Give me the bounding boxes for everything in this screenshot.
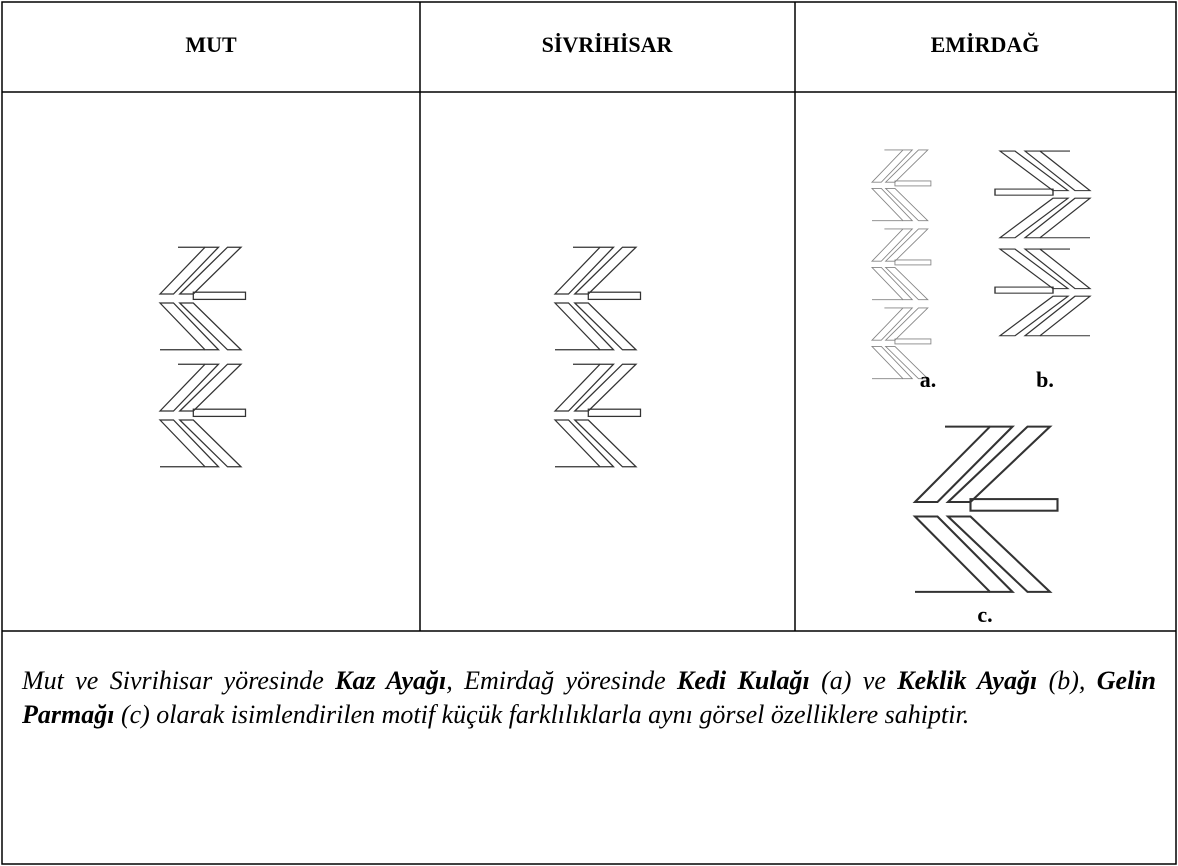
caption-text: (b), (1037, 666, 1097, 695)
column-header: SİVRİHİSAR (542, 32, 674, 57)
motif-b (994, 248, 1091, 337)
motif-name: Kedi Kulağı (677, 666, 810, 695)
motif-label: c. (977, 602, 992, 627)
motif (159, 363, 247, 468)
motif-name: Keklik Ayağı (897, 666, 1038, 695)
caption-text: Mut ve Sivrihisar yöresinde (22, 666, 336, 695)
caption-text: (c) olarak isimlendirilen motif küçük fa… (114, 700, 970, 729)
motif (871, 149, 932, 222)
caption: Mut ve Sivrihisar yöresinde Kaz Ayağı, E… (22, 664, 1156, 732)
motif-name: Gelin Parmağı (22, 666, 1156, 729)
caption-text: (a) ve (809, 666, 898, 695)
motif-label: b. (1036, 367, 1054, 392)
column-header: EMİRDAĞ (931, 32, 1040, 57)
motif-label: a. (920, 367, 937, 392)
motif-c (913, 425, 1059, 593)
motif (159, 246, 247, 351)
motif-a (871, 149, 932, 380)
caption-text: , Emirdağ yöresinde (446, 666, 677, 695)
column-header: MUT (185, 32, 237, 57)
motif-name: Kaz Ayağı (335, 666, 447, 695)
motif (871, 228, 932, 301)
motif-b (994, 150, 1091, 239)
motif (554, 246, 642, 351)
motif (554, 363, 642, 468)
